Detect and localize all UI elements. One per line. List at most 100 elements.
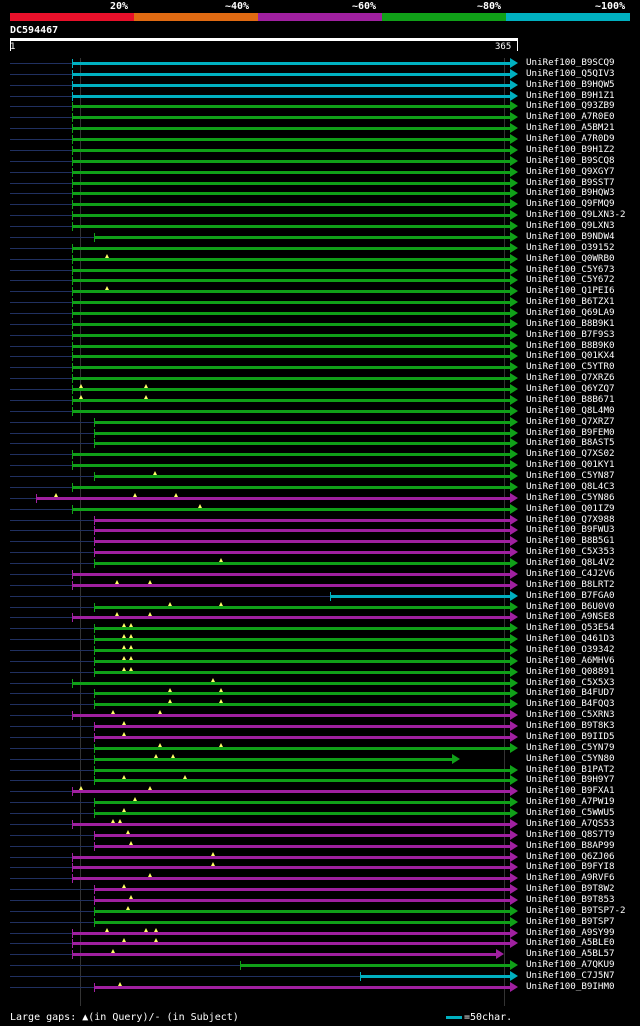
- alignment-row[interactable]: UniRef100_B8B671: [0, 394, 640, 406]
- hit-label[interactable]: UniRef100_Q8L4M0: [526, 404, 615, 416]
- hit-segment[interactable]: [72, 485, 510, 489]
- hit-segment[interactable]: [72, 127, 510, 131]
- hit-segment[interactable]: [72, 366, 510, 370]
- hit-segment[interactable]: [94, 605, 510, 609]
- hit-label[interactable]: UniRef100_A7PW19: [526, 796, 615, 808]
- hit-segment[interactable]: [72, 507, 510, 511]
- hit-segment[interactable]: [94, 475, 510, 479]
- hit-segment[interactable]: [72, 279, 510, 283]
- alignment-row[interactable]: UniRef100_C5YN86: [0, 491, 640, 504]
- hit-label[interactable]: UniRef100_C5Y673: [526, 263, 615, 275]
- hit-segment[interactable]: [72, 855, 510, 859]
- hit-segment[interactable]: [94, 692, 510, 696]
- hit-segment[interactable]: [94, 659, 510, 663]
- alignment-row[interactable]: UniRef100_Q5QIV3: [0, 68, 640, 80]
- hit-segment[interactable]: [72, 181, 510, 185]
- hit-segment[interactable]: [94, 920, 510, 924]
- hit-segment[interactable]: [72, 583, 510, 587]
- hit-label[interactable]: UniRef100_B9H9Y7: [526, 774, 615, 786]
- hit-label[interactable]: UniRef100_A5BL57: [526, 948, 615, 960]
- hit-segment[interactable]: [72, 203, 510, 207]
- hit-segment[interactable]: [240, 964, 510, 968]
- hit-label[interactable]: UniRef100_Q9FMQ9: [526, 198, 615, 210]
- hit-segment[interactable]: [94, 529, 510, 533]
- alignment-row[interactable]: UniRef100_B9FXA1: [0, 785, 640, 797]
- hit-label[interactable]: UniRef100_B8AST5: [526, 437, 615, 449]
- hit-label[interactable]: UniRef100_C4J2V6: [526, 567, 615, 579]
- hit-segment[interactable]: [72, 942, 510, 946]
- alignment-row[interactable]: UniRef100_Q93ZB9: [0, 100, 640, 112]
- hit-label[interactable]: UniRef100_B9IID5: [526, 730, 615, 742]
- alignment-row[interactable]: UniRef100_B9SCQ9: [0, 57, 640, 69]
- alignment-row[interactable]: UniRef100_B9HQW3: [0, 187, 640, 199]
- alignment-row[interactable]: UniRef100_B6TZX1: [0, 296, 640, 308]
- alignment-row[interactable]: UniRef100_B8B9K1: [0, 318, 640, 330]
- alignment-row[interactable]: UniRef100_Q8L4V2: [0, 557, 640, 569]
- hit-segment[interactable]: [72, 572, 510, 576]
- hit-segment[interactable]: [72, 464, 510, 468]
- hit-segment[interactable]: [72, 246, 510, 250]
- hit-segment[interactable]: [72, 72, 510, 76]
- hit-label[interactable]: UniRef100_O39342: [526, 643, 615, 655]
- alignment-row[interactable]: UniRef100_Q7XRZ7: [0, 416, 640, 428]
- hit-label[interactable]: UniRef100_B7FGA0: [526, 589, 615, 601]
- alignment-row[interactable]: UniRef100_B4FQQ3: [0, 698, 640, 710]
- alignment-row[interactable]: UniRef100_A7R0E0: [0, 111, 640, 123]
- hit-segment[interactable]: [72, 931, 510, 935]
- hit-segment[interactable]: [94, 888, 510, 892]
- hit-label[interactable]: UniRef100_B6TZX1: [526, 296, 615, 308]
- hit-segment[interactable]: [94, 746, 510, 750]
- hit-label[interactable]: UniRef100_Q69LA9: [526, 307, 615, 318]
- hit-label[interactable]: UniRef100_B9TSP7: [526, 915, 615, 927]
- hit-label[interactable]: UniRef100_Q7XS02: [526, 448, 615, 460]
- hit-label[interactable]: UniRef100_B9SCQ8: [526, 154, 615, 166]
- hit-segment[interactable]: [94, 551, 510, 555]
- hit-segment[interactable]: [72, 192, 510, 196]
- alignment-row[interactable]: UniRef100_B9TSP7: [0, 915, 640, 928]
- hit-segment[interactable]: [72, 301, 510, 305]
- hit-segment[interactable]: [72, 94, 510, 98]
- alignment-row[interactable]: UniRef100_A5BLE0: [0, 937, 640, 949]
- hit-segment[interactable]: [72, 62, 510, 65]
- alignment-row[interactable]: UniRef100_O39152: [0, 241, 640, 254]
- alignment-row[interactable]: UniRef100_Q69LA9: [0, 307, 640, 319]
- alignment-row[interactable]: UniRef100_Q01KX4: [0, 350, 640, 362]
- alignment-row[interactable]: UniRef100_A9NSE8: [0, 611, 640, 623]
- hit-label[interactable]: UniRef100_B9HQW5: [526, 78, 615, 90]
- alignment-row[interactable]: UniRef100_A9RVF6: [0, 872, 640, 884]
- hit-label[interactable]: UniRef100_O39152: [526, 241, 615, 253]
- hit-segment[interactable]: [72, 170, 510, 174]
- alignment-row[interactable]: UniRef100_B9IID5: [0, 730, 640, 743]
- hit-segment[interactable]: [72, 290, 510, 294]
- hit-label[interactable]: UniRef100_B9HQW3: [526, 187, 615, 199]
- hit-label[interactable]: UniRef100_C5Y672: [526, 274, 615, 286]
- hit-segment[interactable]: [94, 768, 510, 772]
- hit-label[interactable]: UniRef100_Q08891: [526, 665, 615, 677]
- alignment-row[interactable]: UniRef100_A6MHV6: [0, 655, 640, 667]
- alignment-row[interactable]: UniRef100_Q9FMQ9: [0, 198, 640, 210]
- hit-label[interactable]: UniRef100_C5YN86: [526, 491, 615, 503]
- alignment-row[interactable]: UniRef100_B6U0V0: [0, 601, 640, 613]
- alignment-row[interactable]: UniRef100_Q9XGY7: [0, 166, 640, 178]
- hit-segment[interactable]: [72, 866, 510, 870]
- alignment-row[interactable]: UniRef100_A7QKU9: [0, 959, 640, 971]
- hit-label[interactable]: UniRef100_Q8L4C3: [526, 480, 615, 492]
- hit-label[interactable]: UniRef100_A5BM21: [526, 122, 615, 134]
- alignment-row[interactable]: UniRef100_B9FYI8: [0, 861, 640, 873]
- hit-segment[interactable]: [94, 801, 510, 805]
- alignment-row[interactable]: UniRef100_Q9LXN3-2: [0, 209, 640, 221]
- alignment-row[interactable]: UniRef100_C5Y672: [0, 274, 640, 286]
- hit-segment[interactable]: [72, 377, 510, 381]
- hit-label[interactable]: UniRef100_A5BLE0: [526, 937, 615, 949]
- hit-label[interactable]: UniRef100_Q8S7T9: [526, 828, 615, 840]
- alignment-row[interactable]: UniRef100_C7J5N7: [0, 970, 640, 982]
- hit-label[interactable]: UniRef100_Q6YZQ7: [526, 383, 615, 395]
- hit-label[interactable]: UniRef100_B9TSP7-2: [526, 904, 626, 916]
- alignment-row[interactable]: UniRef100_C5YTR0: [0, 361, 640, 373]
- alignment-row[interactable]: UniRef100_Q6ZJ06: [0, 851, 640, 863]
- alignment-row[interactable]: UniRef100_C5YN79: [0, 742, 640, 754]
- hit-label[interactable]: UniRef100_Q01KY1: [526, 459, 615, 471]
- hit-label[interactable]: UniRef100_B9T853: [526, 893, 615, 905]
- hit-label[interactable]: UniRef100_A9RVF6: [526, 872, 615, 884]
- hit-label[interactable]: UniRef100_C5X353: [526, 546, 615, 558]
